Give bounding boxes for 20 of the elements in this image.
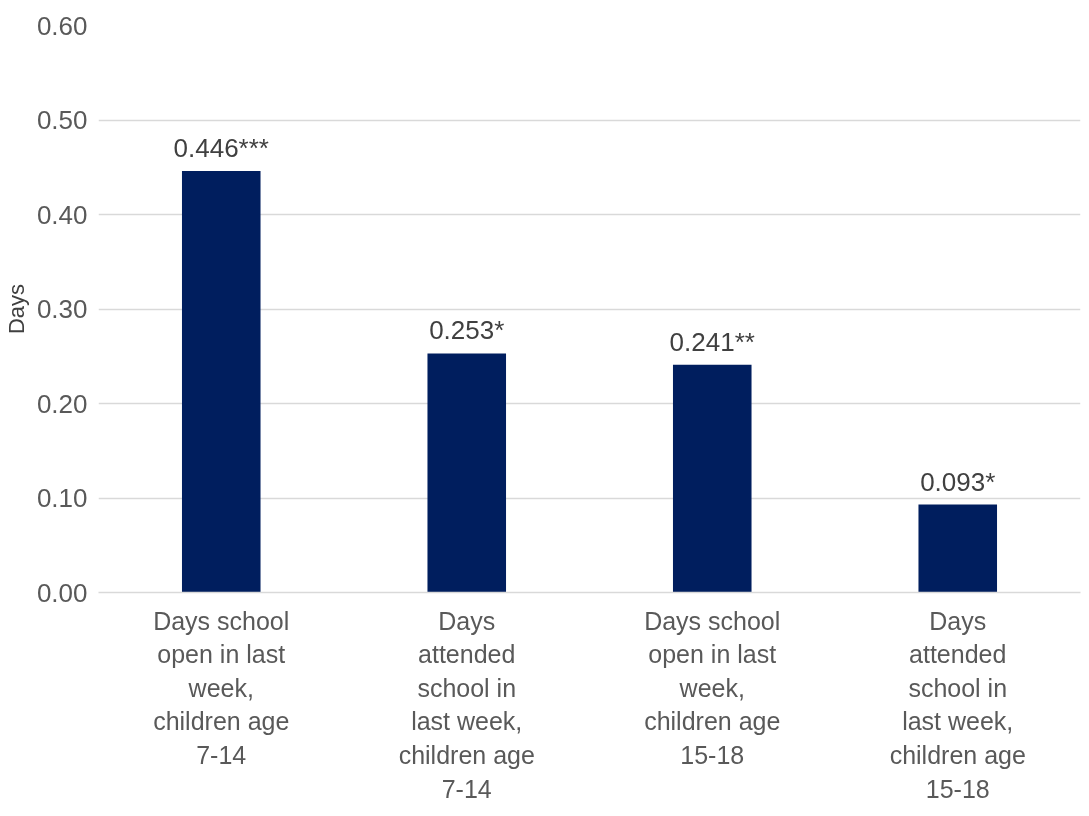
x-tick-label: Days attended school in last week, children age 7-14 bbox=[398, 606, 535, 803]
y-tick-label: 0.40 bbox=[36, 199, 88, 230]
bar bbox=[427, 353, 507, 593]
data-label: 0.241** bbox=[669, 326, 755, 357]
y-tick-label: 0.10 bbox=[36, 483, 88, 513]
data-label: 0.093* bbox=[920, 466, 996, 497]
bar bbox=[181, 171, 261, 593]
x-tick-label: Days school open in last week, children age 15-18 bbox=[644, 606, 781, 769]
y-tick-label: 0.60 bbox=[36, 10, 88, 41]
y-tick-label: 0.50 bbox=[36, 105, 88, 135]
bar bbox=[672, 364, 752, 593]
x-tick-label: Days attended school in last week, children age 15-18 bbox=[889, 606, 1026, 803]
y-axis-title: Days bbox=[3, 283, 29, 335]
y-tick-label: 0.00 bbox=[36, 577, 88, 608]
data-label: 0.446*** bbox=[173, 133, 269, 164]
x-tick-label: Days school open in last week, children age 7-14 bbox=[153, 606, 290, 769]
bar bbox=[918, 504, 998, 593]
y-tick-label: 0.30 bbox=[36, 294, 88, 324]
y-tick-label: 0.20 bbox=[36, 388, 88, 419]
data-label: 0.253* bbox=[429, 315, 505, 346]
